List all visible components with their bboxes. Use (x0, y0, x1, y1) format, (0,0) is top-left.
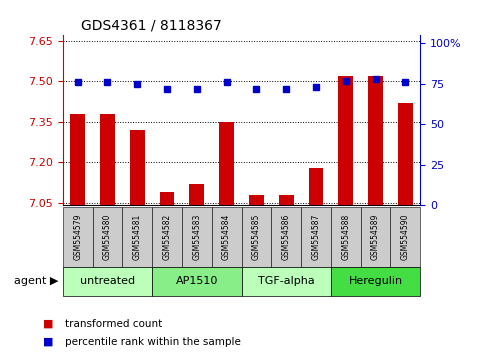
Bar (338, 76, 353, 205)
Text: GSM554581: GSM554581 (133, 214, 142, 260)
Bar (70, 114, 85, 205)
Text: GSM554580: GSM554580 (103, 214, 112, 261)
Text: GSM554585: GSM554585 (252, 214, 261, 261)
Bar (249, 195, 264, 205)
Text: percentile rank within the sample: percentile rank within the sample (65, 337, 241, 347)
Text: GSM554582: GSM554582 (163, 214, 171, 260)
Text: untreated: untreated (80, 276, 135, 286)
Bar (279, 195, 294, 205)
Text: GSM554579: GSM554579 (73, 214, 82, 261)
Bar (398, 103, 413, 205)
Text: transformed count: transformed count (65, 319, 162, 329)
Bar (189, 184, 204, 205)
Bar (219, 122, 234, 205)
Text: GSM554588: GSM554588 (341, 214, 350, 260)
Bar (100, 114, 115, 205)
Text: GSM554589: GSM554589 (371, 214, 380, 261)
Bar (130, 130, 145, 205)
Text: GSM554584: GSM554584 (222, 214, 231, 261)
Text: GDS4361 / 8118367: GDS4361 / 8118367 (81, 19, 221, 33)
Bar (159, 192, 174, 205)
Bar (368, 76, 383, 205)
Text: GSM554586: GSM554586 (282, 214, 291, 261)
Text: ■: ■ (43, 337, 54, 347)
Text: Heregulin: Heregulin (348, 276, 403, 286)
Text: GSM554590: GSM554590 (401, 214, 410, 261)
Text: GSM554587: GSM554587 (312, 214, 320, 261)
Text: agent ▶: agent ▶ (14, 276, 58, 286)
Text: TGF-alpha: TGF-alpha (258, 276, 314, 286)
Text: AP1510: AP1510 (176, 276, 218, 286)
Text: GSM554583: GSM554583 (192, 214, 201, 261)
Text: ■: ■ (43, 319, 54, 329)
Bar (309, 167, 324, 205)
